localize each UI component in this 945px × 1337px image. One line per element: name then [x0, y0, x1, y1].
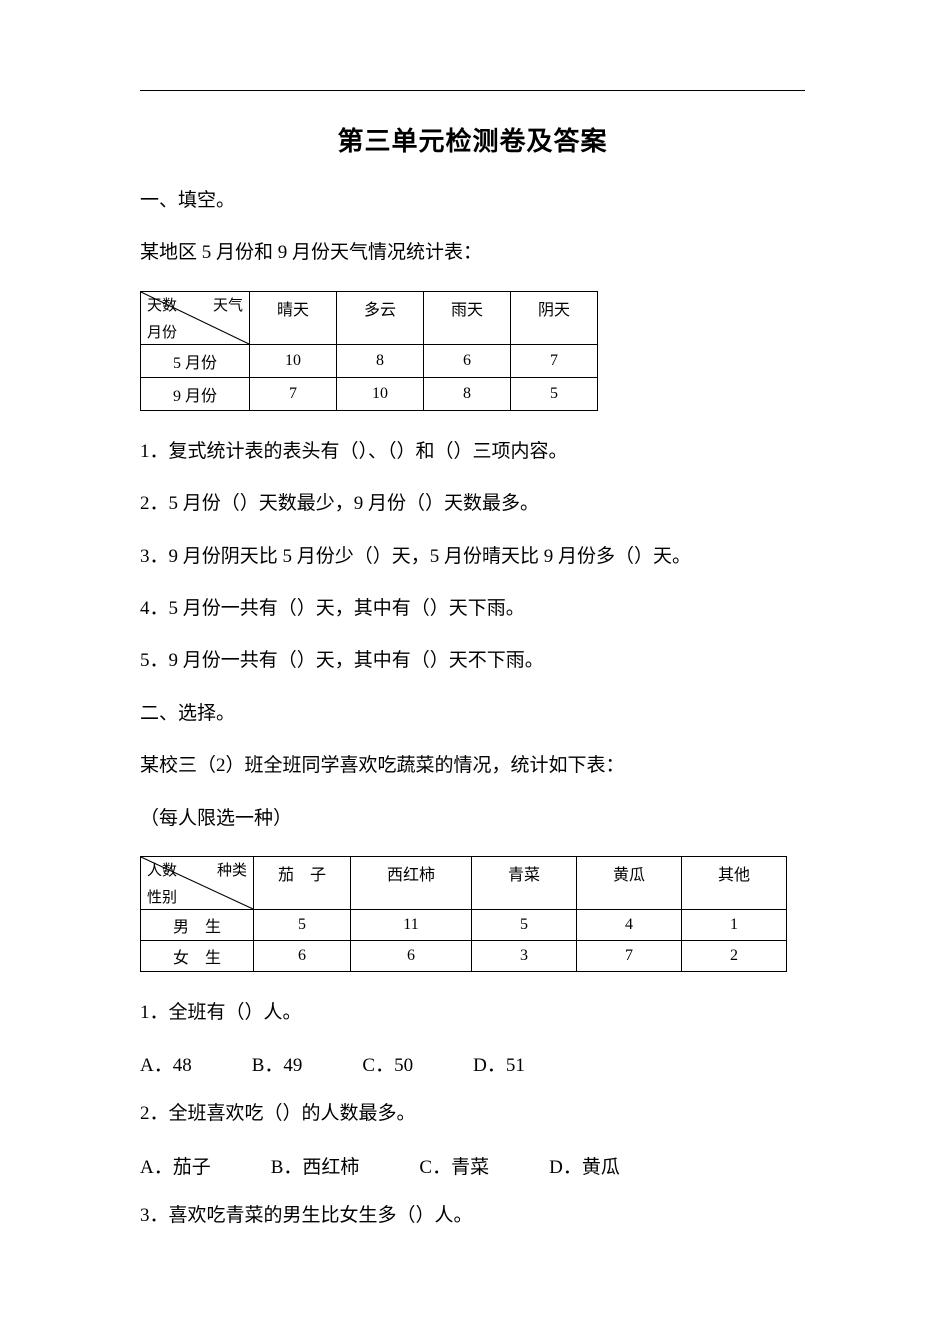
weather-cell: 8 [424, 377, 511, 410]
vegetable-diag-mid: 人数 [147, 859, 177, 880]
q1-choice: A．48 [140, 1050, 192, 1077]
vegetable-cell: 3 [472, 940, 577, 971]
vegetable-cell: 6 [351, 940, 472, 971]
section1-heading: 一、填空。 [140, 186, 805, 216]
weather-row-label: 9 月份 [141, 377, 250, 410]
q2-choice: B．西红柿 [271, 1152, 360, 1179]
vegetable-col-header: 青菜 [472, 856, 577, 909]
vegetable-cell: 1 [682, 909, 787, 940]
weather-cell: 7 [511, 344, 598, 377]
weather-col-header: 多云 [337, 291, 424, 344]
q2-choice: C．青菜 [419, 1152, 489, 1179]
vegetable-table: 人数种类性别茄 子西红柿青菜黄瓜其他男 生511541女 生66372 [140, 856, 787, 972]
q1-choice: B．49 [252, 1050, 303, 1077]
q2-stem: 2．全班喜欢吃（）的人数最多。 [140, 1099, 805, 1129]
vegetable-cell: 7 [577, 940, 682, 971]
q1-choice: C．50 [362, 1050, 413, 1077]
section1-intro: 某地区 5 月份和 9 月份天气情况统计表： [140, 238, 805, 268]
q1-choices: A．48 B．49 C．50 D．51 [140, 1050, 805, 1077]
vegetable-cell: 5 [254, 909, 351, 940]
weather-cell: 7 [250, 377, 337, 410]
weather-cell: 10 [250, 344, 337, 377]
vegetable-diag-bottom: 性别 [147, 886, 177, 907]
weather-col-header: 阴天 [511, 291, 598, 344]
weather-cell: 10 [337, 377, 424, 410]
q1-stem: 1．全班有（）人。 [140, 998, 805, 1028]
vegetable-col-header: 西红柿 [351, 856, 472, 909]
weather-diag-top: 天气 [213, 294, 243, 315]
section2-intro2: （每人限选一种） [140, 804, 805, 834]
vegetable-cell: 6 [254, 940, 351, 971]
weather-cell: 5 [511, 377, 598, 410]
weather-col-header: 雨天 [424, 291, 511, 344]
weather-cell: 8 [337, 344, 424, 377]
page-title: 第三单元检测卷及答案 [140, 121, 805, 158]
vegetable-header-diag: 人数 种类性别 [141, 856, 254, 909]
section1-question: 3．9 月份阴天比 5 月份少（）天，5 月份晴天比 9 月份多（）天。 [140, 542, 805, 572]
weather-table: 天数天气月份晴天多云雨天阴天5 月份108679 月份71085 [140, 291, 598, 411]
vegetable-cell: 11 [351, 909, 472, 940]
section1-question: 2．5 月份（）天数最少，9 月份（）天数最多。 [140, 489, 805, 519]
section1-question: 1．复式统计表的表头有（）、（）和（）三项内容。 [140, 437, 805, 467]
vegetable-col-header: 其他 [682, 856, 787, 909]
q2-choice: A．茄子 [140, 1152, 211, 1179]
vegetable-col-header: 黄瓜 [577, 856, 682, 909]
vegetable-row-label: 女 生 [141, 940, 254, 971]
section1-question: 5．9 月份一共有（）天，其中有（）天不下雨。 [140, 646, 805, 676]
vegetable-cell: 5 [472, 909, 577, 940]
page: 第三单元检测卷及答案 一、填空。 某地区 5 月份和 9 月份天气情况统计表： … [0, 0, 945, 1337]
weather-cell: 6 [424, 344, 511, 377]
section2-heading: 二、选择。 [140, 699, 805, 729]
vegetable-col-header: 茄 子 [254, 856, 351, 909]
q2-choices: A．茄子 B．西红柿 C．青菜 D．黄瓜 [140, 1152, 805, 1179]
weather-diag-bottom: 月份 [147, 321, 177, 342]
vegetable-cell: 2 [682, 940, 787, 971]
vegetable-row-label: 男 生 [141, 909, 254, 940]
vegetable-diag-top: 种类 [217, 859, 247, 880]
q3-stem: 3．喜欢吃青菜的男生比女生多（）人。 [140, 1201, 805, 1231]
section2-intro1: 某校三（2）班全班同学喜欢吃蔬菜的情况，统计如下表： [140, 751, 805, 781]
section1-question: 4．5 月份一共有（）天，其中有（）天下雨。 [140, 594, 805, 624]
weather-diag-mid: 天数 [147, 294, 177, 315]
top-rule [140, 90, 805, 91]
weather-row-label: 5 月份 [141, 344, 250, 377]
vegetable-cell: 4 [577, 909, 682, 940]
weather-col-header: 晴天 [250, 291, 337, 344]
weather-header-diag: 天数 天气月份 [141, 291, 250, 344]
q2-choice: D．黄瓜 [549, 1152, 620, 1179]
section1-questions: 1．复式统计表的表头有（）、（）和（）三项内容。 2．5 月份（）天数最少，9 月… [140, 437, 805, 677]
q1-choice: D．51 [473, 1050, 525, 1077]
